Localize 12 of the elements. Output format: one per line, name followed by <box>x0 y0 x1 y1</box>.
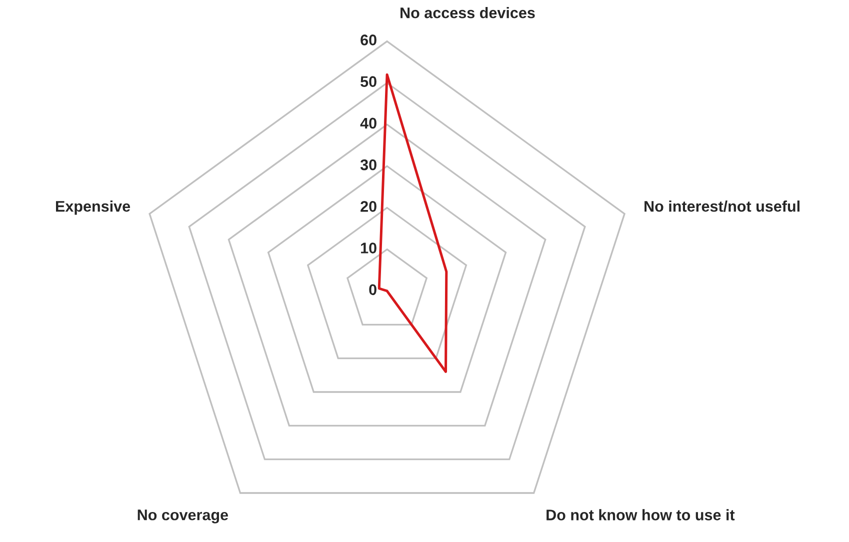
y-tick-label: 20 <box>360 201 376 212</box>
y-tick-label: 60 <box>360 34 376 46</box>
y-tick-label: 50 <box>360 76 376 87</box>
spoke-label: No coverage <box>138 510 228 524</box>
y-tick-label: 10 <box>361 242 376 254</box>
spoke-label: No interest/not useful <box>644 200 800 212</box>
y-tick-label: 0 <box>369 284 376 296</box>
y-tick-label: 40 <box>360 118 376 129</box>
y-tick-label: 30 <box>360 159 376 170</box>
spoke-label: Expensive <box>56 200 130 215</box>
spoke-label: Do not know how to use it <box>546 509 735 520</box>
spoke-label: No access devices <box>400 7 535 18</box>
